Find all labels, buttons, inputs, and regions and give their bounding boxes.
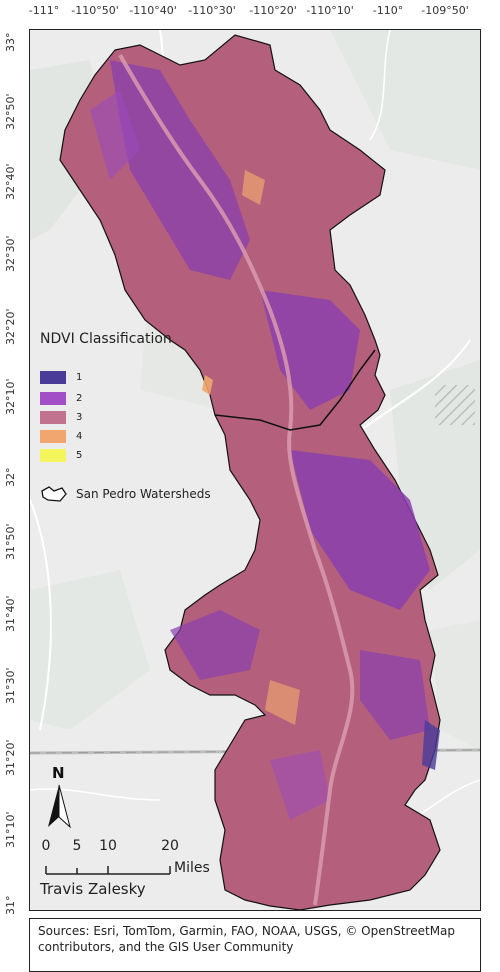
latitude-tick-label: 32°10': [4, 378, 17, 415]
legend-label: 1: [76, 371, 83, 383]
watershed-legend-label: San Pedro Watersheds: [76, 487, 211, 501]
latitude-tick-label: 31°50': [4, 523, 17, 560]
scale-unit: Miles: [174, 860, 210, 876]
map-canvas[interactable]: [30, 30, 480, 910]
latitude-tick-label: 32°: [4, 467, 17, 488]
legend-item: 1: [40, 370, 82, 384]
latitude-tick-label: 32°20': [4, 308, 17, 345]
north-label: N: [52, 764, 65, 782]
latitude-tick-label: 32°40': [4, 163, 17, 200]
scale-label: 5: [72, 838, 82, 854]
latitude-tick-label: 31°20': [4, 739, 17, 776]
north-arrow-icon: [48, 784, 71, 829]
legend-label: 2: [76, 392, 83, 404]
legend-swatch: [40, 410, 66, 424]
legend-item: 4: [40, 429, 82, 443]
longitude-tick-label: -109°50': [421, 4, 469, 17]
legend-swatch: [40, 429, 66, 443]
legend-item: 2: [40, 391, 82, 405]
map-frame[interactable]: [29, 29, 481, 911]
sources-attribution: Sources: Esri, TomTom, Garmin, FAO, NOAA…: [29, 918, 481, 972]
legend-swatch: [40, 370, 66, 384]
legend-swatch: [40, 391, 66, 405]
watershed-outline-icon: [41, 486, 67, 502]
longitude-tick-label: -111°: [28, 4, 60, 17]
longitude-tick-label: -110°20': [249, 4, 297, 17]
latitude-tick-label: 31°40': [4, 595, 17, 632]
scale-label: 0: [41, 838, 51, 854]
legend-label: 5: [76, 449, 83, 461]
longitude-tick-label: -110°50': [71, 4, 119, 17]
legend-item: 5: [40, 448, 82, 462]
longitude-tick-label: -110°: [372, 4, 404, 17]
legend-label: 3: [76, 411, 83, 423]
scale-bar: [45, 866, 171, 875]
latitude-tick-label: 31°30': [4, 667, 17, 704]
legend-swatch: [40, 448, 66, 462]
latitude-tick-label: 32°30': [4, 235, 17, 272]
latitude-tick-label: 32°50': [4, 93, 17, 130]
latitude-tick-label: 31°10': [4, 811, 17, 848]
longitude-tick-label: -110°10': [306, 4, 354, 17]
author-credit: Travis Zalesky: [40, 880, 146, 898]
ndvi-raster: [59, 34, 441, 910]
watershed-legend: San Pedro Watersheds: [40, 485, 211, 503]
legend-item: 3: [40, 410, 82, 424]
longitude-tick-label: -110°40': [129, 4, 177, 17]
scale-label: 20: [161, 838, 179, 854]
legend-title: NDVI Classification: [40, 331, 172, 347]
latitude-tick-label: 33°: [4, 32, 17, 53]
latitude-tick-label: 31°: [4, 895, 17, 916]
legend-label: 4: [76, 430, 83, 442]
longitude-tick-label: -110°30': [188, 4, 236, 17]
scale-label: 10: [99, 838, 117, 854]
